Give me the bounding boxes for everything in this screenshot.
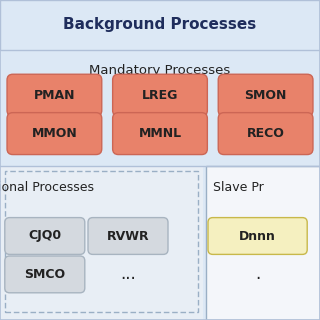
FancyBboxPatch shape bbox=[7, 74, 102, 116]
FancyBboxPatch shape bbox=[206, 166, 320, 320]
FancyBboxPatch shape bbox=[113, 74, 207, 116]
Text: SMCO: SMCO bbox=[24, 268, 65, 281]
FancyBboxPatch shape bbox=[88, 218, 168, 254]
FancyBboxPatch shape bbox=[0, 50, 320, 320]
FancyBboxPatch shape bbox=[5, 256, 85, 293]
FancyBboxPatch shape bbox=[0, 166, 203, 320]
Text: Dnnn: Dnnn bbox=[239, 229, 276, 243]
FancyBboxPatch shape bbox=[5, 218, 85, 254]
Text: PMAN: PMAN bbox=[34, 89, 75, 102]
Text: ional Processes: ional Processes bbox=[0, 181, 94, 194]
Text: CJQ0: CJQ0 bbox=[28, 229, 61, 243]
FancyBboxPatch shape bbox=[0, 0, 320, 50]
Text: Background Processes: Background Processes bbox=[63, 17, 257, 32]
Text: RVWR: RVWR bbox=[107, 229, 149, 243]
Text: SMON: SMON bbox=[244, 89, 287, 102]
FancyBboxPatch shape bbox=[218, 74, 313, 116]
Text: .: . bbox=[255, 265, 260, 284]
Text: LREG: LREG bbox=[142, 89, 178, 102]
Text: MMON: MMON bbox=[32, 127, 77, 140]
Text: ...: ... bbox=[120, 265, 136, 284]
FancyBboxPatch shape bbox=[208, 218, 307, 254]
Text: Slave Pr: Slave Pr bbox=[213, 181, 264, 194]
Text: MMNL: MMNL bbox=[139, 127, 181, 140]
FancyBboxPatch shape bbox=[113, 113, 207, 155]
Text: Mandatory Processes: Mandatory Processes bbox=[89, 64, 231, 77]
FancyBboxPatch shape bbox=[218, 113, 313, 155]
FancyBboxPatch shape bbox=[7, 113, 102, 155]
Text: RECO: RECO bbox=[247, 127, 284, 140]
